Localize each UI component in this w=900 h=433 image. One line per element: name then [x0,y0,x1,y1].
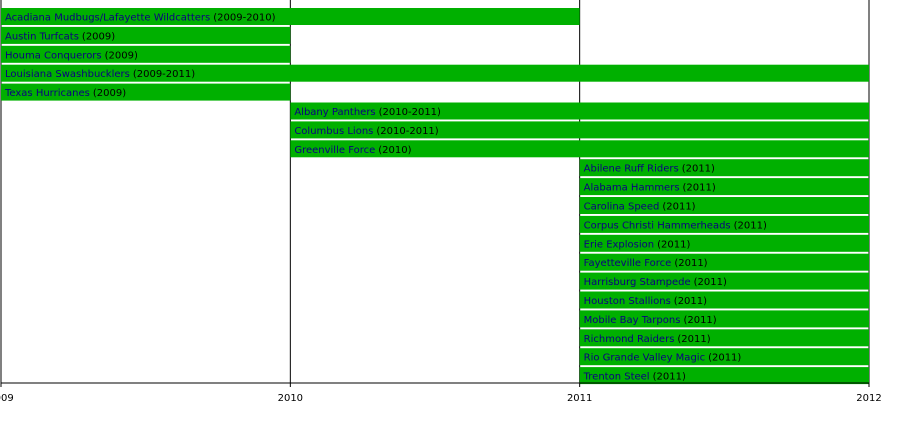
bar-label: Louisiana Swashbucklers (2009-2011) [5,69,195,80]
team-name: Alabama Hammers [584,183,680,194]
bar-label: Corpus Christi Hammerheads (2011) [584,220,767,231]
team-name: Austin Turfcats [5,31,79,42]
bar [290,121,869,139]
bar [1,64,869,82]
team-name: Mobile Bay Tarpons [584,315,681,326]
bar [1,45,291,63]
bar-label: Alabama Hammers (2011) [584,183,716,194]
bar-label: Texas Hurricanes (2009) [4,88,126,99]
team-period: (2011) [683,183,716,194]
bar [579,159,869,177]
team-name: Carolina Speed [584,202,660,213]
bar-label: Mobile Bay Tarpons (2011) [584,315,717,326]
x-tick-label: 2011 [567,393,592,404]
team-period: (2009) [105,50,138,61]
bar [579,178,869,196]
bar-label: Fayetteville Force (2011) [584,258,708,269]
team-name: Columbus Lions [294,126,373,137]
team-name: Houston Stallions [584,296,671,307]
bar-label: Houston Stallions (2011) [584,296,707,307]
team-name: Abilene Ruff Riders [584,164,679,175]
team-name: Corpus Christi Hammerheads [584,220,731,231]
team-period: (2009) [93,88,126,99]
team-name: Texas Hurricanes [4,88,90,99]
bar-label: Harrisburg Stampede (2011) [584,277,727,288]
bar [579,253,869,271]
team-name: Trenton Steel [583,372,650,383]
team-name: Acadiana Mudbugs/Lafayette Wildcatters [5,13,210,24]
team-period: (2011) [674,258,707,269]
bar [1,8,580,25]
team-name: Greenville Force [294,145,375,156]
bar [1,26,291,44]
bar [290,102,869,120]
bar-label: Albany Panthers (2010-2011) [294,107,441,118]
team-period: (2011) [653,372,686,383]
team-period: (2010) [378,145,411,156]
bar-label: Carolina Speed (2011) [584,202,696,213]
bar [579,272,869,290]
team-name: Rio Grande Valley Magic [584,353,705,364]
team-period: (2009-2010) [213,13,275,24]
bar [579,310,869,328]
bar-label: Greenville Force (2010) [294,145,411,156]
team-name: Albany Panthers [294,107,375,118]
team-name: Harrisburg Stampede [584,277,691,288]
bar [579,197,869,214]
bar-label: Acadiana Mudbugs/Lafayette Wildcatters (2… [5,13,276,24]
team-period: (2010-2011) [379,107,441,118]
bar-label: Richmond Raiders (2011) [584,334,711,345]
team-period: (2011) [677,334,710,345]
team-period: (2011) [694,277,727,288]
team-period: (2009-2011) [133,69,195,80]
team-name: Richmond Raiders [584,334,675,345]
bar [579,234,869,252]
team-period: (2010-2011) [376,126,438,137]
bar-label: Austin Turfcats (2009) [5,31,115,42]
team-period: (2011) [662,202,695,213]
team-period: (2011) [657,239,690,250]
team-period: (2011) [708,353,741,364]
bar [1,83,291,101]
team-period: (2011) [674,296,707,307]
team-name: Erie Explosion [584,239,654,250]
bar-label: Erie Explosion (2011) [584,239,691,250]
bar-label: Houma Conquerors (2009) [5,50,138,61]
bar [579,367,869,385]
team-period: (2009) [82,31,115,42]
bar [579,215,869,233]
bar [290,140,869,158]
bar [579,329,869,347]
team-name: Fayetteville Force [584,258,672,269]
bar-label: Trenton Steel (2011) [583,372,686,383]
team-period: (2011) [683,315,716,326]
team-period: (2011) [734,220,767,231]
bar-label: Columbus Lions (2010-2011) [294,126,438,137]
team-name: Houma Conquerors [5,50,102,61]
x-tick-label: 2010 [278,393,303,404]
team-period: (2011) [682,164,715,175]
bar-label: Rio Grande Valley Magic (2011) [584,353,742,364]
x-tick-label: 2012 [856,393,881,404]
x-tick-label: 2009 [0,393,14,404]
bar [579,291,869,309]
bar [579,348,869,366]
team-name: Louisiana Swashbucklers [5,69,130,80]
bar-label: Abilene Ruff Riders (2011) [584,164,715,175]
